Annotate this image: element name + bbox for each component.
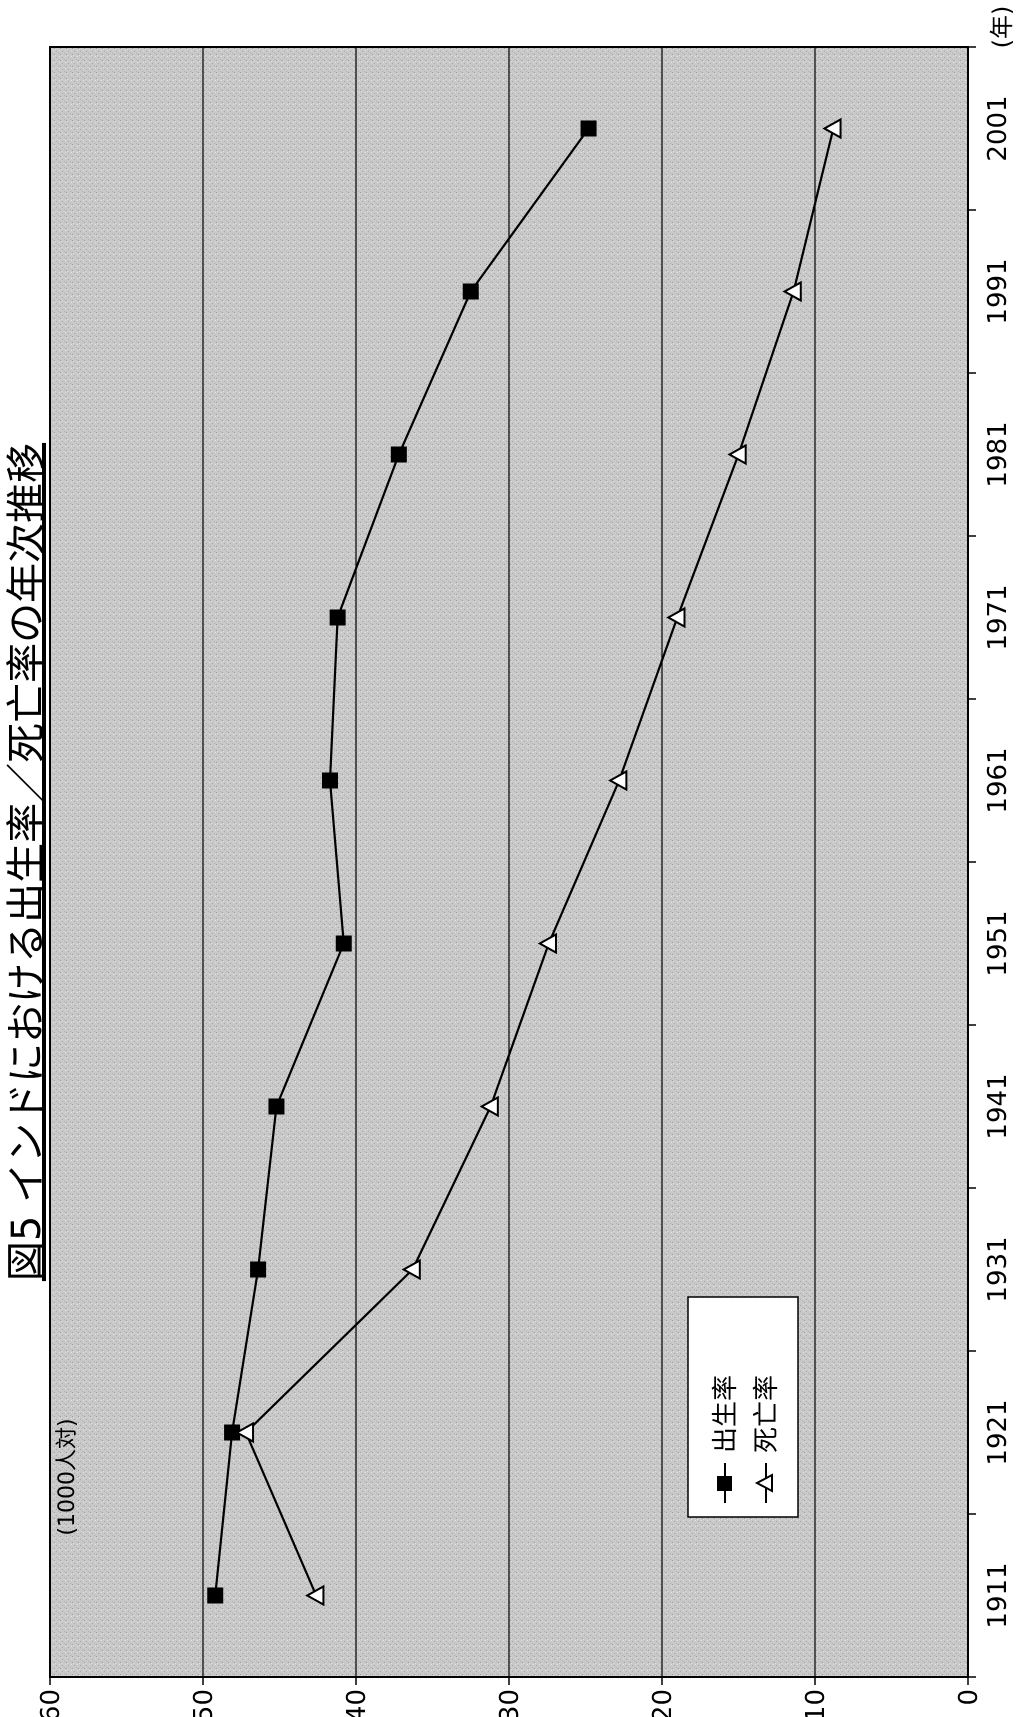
death-rate-point-1951 bbox=[537, 932, 557, 955]
death-rate-point-1911 bbox=[305, 1584, 325, 1607]
legend-box bbox=[687, 1296, 799, 1518]
death-rate-point-2001 bbox=[822, 117, 842, 140]
y-tick-label-0: 0 bbox=[954, 1689, 984, 1706]
death-rate-point-1961 bbox=[608, 769, 628, 792]
x-tick-label-1941: 1941 bbox=[983, 1073, 1013, 1139]
death-rate-point-1921 bbox=[234, 1421, 255, 1444]
legend-birth-label: 出生率 bbox=[711, 1375, 741, 1453]
birth-rate-point-1951 bbox=[335, 935, 352, 952]
birth-rate-point-1911 bbox=[207, 1587, 224, 1604]
birth-rate-point-1971 bbox=[329, 609, 346, 626]
birth-rate-point-1941 bbox=[268, 1098, 285, 1115]
legend-death-label: 死亡率 bbox=[752, 1375, 782, 1453]
y-tick-label-40: 40 bbox=[342, 1689, 372, 1717]
death-rate-point-1991 bbox=[782, 280, 802, 303]
death-rate-point-1971 bbox=[666, 606, 686, 629]
x-tick-label-1931: 1931 bbox=[983, 1236, 1013, 1302]
x-tick-label-1921: 1921 bbox=[983, 1399, 1013, 1465]
birth-rate-point-2001 bbox=[580, 120, 597, 137]
gridlines bbox=[202, 47, 816, 1677]
death-rate-point-1941 bbox=[479, 1095, 499, 1118]
birth-rate-point-1931 bbox=[250, 1261, 267, 1278]
x-tick-label-2001: 2001 bbox=[983, 95, 1013, 161]
legend-birth-marker bbox=[717, 1476, 732, 1491]
x-axis-unit-label: (年) bbox=[988, 6, 1016, 49]
y-tick-label-60: 60 bbox=[36, 1689, 66, 1717]
birth-rate-point-1921 bbox=[224, 1424, 241, 1441]
series-line-birth-rate bbox=[214, 127, 590, 1596]
y-axis-unit-label: (1000人対) bbox=[55, 1418, 80, 1535]
y-tick-label-20: 20 bbox=[648, 1689, 678, 1717]
legend: 出生率 死亡率 bbox=[687, 1296, 799, 1518]
x-tick-label-1991: 1991 bbox=[983, 258, 1013, 324]
death-rate-point-1931 bbox=[401, 1258, 421, 1281]
legend-death-marker bbox=[754, 1473, 773, 1493]
birth-rate-point-1961 bbox=[321, 772, 338, 789]
death-rate-point-1981 bbox=[727, 443, 747, 466]
y-tick-label-30: 30 bbox=[495, 1689, 525, 1717]
x-tick-label-1911: 1911 bbox=[983, 1562, 1013, 1628]
x-tick-label-1971: 1971 bbox=[983, 584, 1013, 650]
series-layer bbox=[207, 117, 842, 1607]
series-line-death-rate bbox=[244, 128, 835, 1596]
chart-title: 図5 インドにおける出生率／死亡率の年次推移 bbox=[4, 443, 50, 1281]
y-tick-label-50: 50 bbox=[189, 1689, 219, 1717]
birth-rate-point-1981 bbox=[390, 446, 407, 463]
x-tick-label-1981: 1981 bbox=[983, 421, 1013, 487]
birth-rate-point-1991 bbox=[462, 283, 479, 300]
x-tick-label-1961: 1961 bbox=[983, 747, 1013, 813]
x-tick-label-1951: 1951 bbox=[983, 910, 1013, 976]
axes: 0 10 20 30 40 50 60 1911 1921 1931 1941 1951 1961 197… bbox=[36, 46, 1013, 1717]
y-tick-label-10: 10 bbox=[801, 1689, 831, 1717]
